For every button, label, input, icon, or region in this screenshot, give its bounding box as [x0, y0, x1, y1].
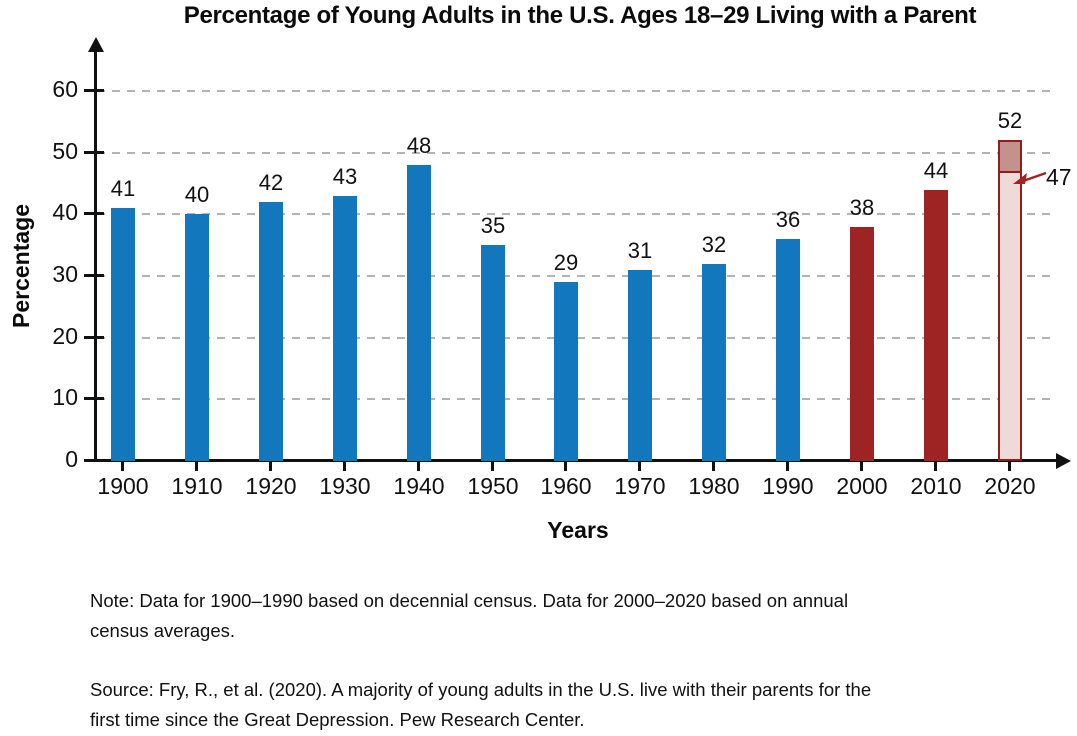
- bar-value-label-2010: 44: [923, 158, 949, 183]
- bar-1930: [333, 196, 357, 461]
- y-axis-tick-label-0: 0: [65, 446, 78, 472]
- bar-value-label-2000: 38: [849, 195, 875, 220]
- gridline-60: [97, 90, 1054, 92]
- x-axis-tick-label-1980: 1980: [688, 473, 740, 499]
- x-axis-tick-label-1990: 1990: [762, 473, 814, 499]
- bar-value-label-2020: 52: [997, 108, 1023, 133]
- bar-value-label-1970: 31: [627, 238, 653, 263]
- x-axis-tick-1960: [564, 460, 567, 471]
- y-axis-tick-10: [84, 397, 104, 400]
- bar-2010: [924, 190, 948, 461]
- x-axis-tick-1990: [786, 460, 789, 471]
- x-axis-tick-2010: [934, 460, 937, 471]
- bar-1990: [776, 239, 800, 461]
- bar-value-label-1920: 42: [258, 170, 284, 195]
- y-axis-tick-label-10: 10: [52, 384, 78, 410]
- bar-value-label-1960: 29: [553, 250, 579, 275]
- x-axis-tick-label-1930: 1930: [319, 473, 371, 499]
- bar-1970: [628, 270, 652, 461]
- x-axis-tick-label-2020: 2020: [984, 473, 1036, 499]
- bar-1900: [111, 208, 135, 461]
- bar-1960: [554, 282, 578, 461]
- gridline-50: [97, 152, 1054, 154]
- bar-2020: [998, 140, 1022, 461]
- gridline-30: [97, 275, 1054, 277]
- x-axis-tick-label-1970: 1970: [614, 473, 666, 499]
- x-axis-tick-2020: [1008, 460, 1011, 471]
- chart-title: Percentage of Young Adults in the U.S. A…: [183, 2, 977, 29]
- y-axis-tick-30: [84, 274, 104, 277]
- x-axis-tick-label-2010: 2010: [910, 473, 962, 499]
- x-axis-tick-1930: [343, 460, 346, 471]
- y-axis-line: [94, 50, 97, 462]
- bar-1950: [481, 245, 505, 461]
- bar-value-label-1930: 43: [332, 164, 358, 189]
- y-axis-tick-50: [84, 151, 104, 154]
- y-axis-tick-label-50: 50: [52, 138, 78, 164]
- x-axis-tick-1970: [638, 460, 641, 471]
- x-axis-tick-1940: [417, 460, 420, 471]
- y-axis-tick-60: [84, 89, 104, 92]
- bar-value-label-1990: 36: [775, 207, 801, 232]
- y-axis-tick-0: [84, 459, 104, 462]
- bar-1980: [702, 264, 726, 461]
- x-axis-tick-label-2000: 2000: [836, 473, 888, 499]
- bar-1940: [407, 165, 431, 461]
- x-axis-tick-1900: [121, 460, 124, 471]
- bar-1910: [185, 214, 209, 461]
- y-axis-tick-label-40: 40: [52, 199, 78, 225]
- x-axis-tick-2000: [860, 460, 863, 471]
- x-axis-tick-label-1920: 1920: [245, 473, 297, 499]
- bar-value-label-1940: 48: [406, 133, 432, 158]
- y-axis-tick-label-30: 30: [52, 261, 78, 287]
- x-axis-tick-label-1950: 1950: [467, 473, 519, 499]
- x-axis-tick-1920: [269, 460, 272, 471]
- x-axis-label: Years: [547, 517, 609, 543]
- x-axis-tick-label-1940: 1940: [393, 473, 445, 499]
- bar-value-label-1980: 32: [701, 232, 727, 257]
- annotation-47-label: 47: [1046, 164, 1072, 190]
- bar-2000: [850, 227, 874, 461]
- bar-value-label-1950: 35: [480, 213, 506, 238]
- y-axis-tick-label-60: 60: [52, 76, 78, 102]
- y-axis-tick-label-20: 20: [52, 323, 78, 349]
- source-text: Source: Fry, R., et al. (2020). A majori…: [90, 679, 872, 730]
- x-axis-tick-label-1900: 1900: [97, 473, 149, 499]
- bar-1920: [259, 202, 283, 461]
- y-axis-tick-20: [84, 336, 104, 339]
- y-axis-arrow-icon: [88, 37, 104, 52]
- note-text: Note: Data for 1900–1990 based on decenn…: [90, 590, 849, 641]
- y-axis-tick-40: [84, 212, 104, 215]
- gridline-40: [97, 213, 1054, 215]
- x-axis-tick-label-1960: 1960: [540, 473, 592, 499]
- x-axis-tick-1910: [195, 460, 198, 471]
- plot-area: 47 0 10 20 30 40 50 60 1900 41 1910 40 1920 42 1930 43…: [52, 37, 1072, 499]
- bar-value-label-1910: 40: [184, 182, 210, 207]
- bar-2020-top-segment: [1000, 142, 1020, 173]
- x-axis-tick-1980: [712, 460, 715, 471]
- x-axis-tick-label-1910: 1910: [171, 473, 223, 499]
- annotation-arrow-icon: [1013, 171, 1047, 184]
- bar-value-label-1900: 41: [110, 176, 136, 201]
- x-axis-arrow-icon: [1056, 453, 1071, 469]
- x-axis-tick-1950: [491, 460, 494, 471]
